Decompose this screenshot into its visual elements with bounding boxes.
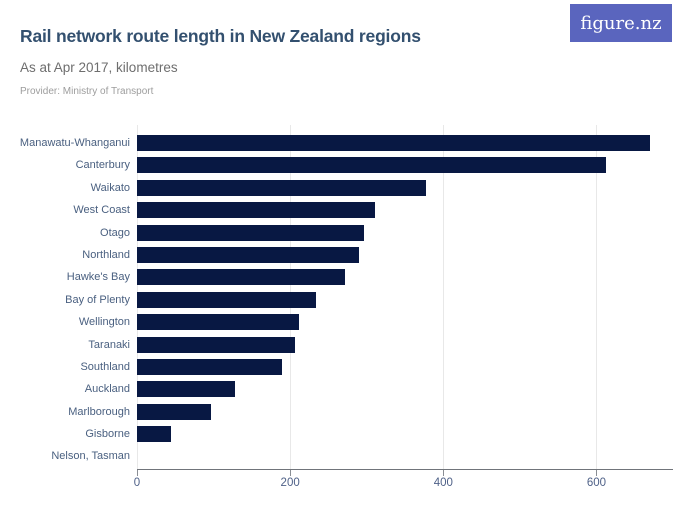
category-label: Manawatu-Whanganui: [19, 137, 130, 149]
category-label: Nelson, Tasman: [51, 450, 130, 463]
bar-canterbury[interactable]: [137, 157, 606, 174]
bar-waikato[interactable]: [137, 179, 426, 196]
gridline: [443, 125, 445, 469]
bar-series: [137, 135, 673, 471]
bar-marlborough[interactable]: [137, 403, 212, 420]
category-label: Northland: [82, 248, 130, 261]
bar-row: [137, 381, 673, 403]
bar-row: [137, 403, 673, 426]
bar-taranaki[interactable]: [137, 336, 295, 353]
bar-row: [137, 179, 673, 202]
bar-row: [137, 202, 673, 224]
category-label: Canterbury: [75, 159, 130, 172]
bar-auckland[interactable]: [137, 381, 235, 398]
x-tick-label: 600: [586, 477, 607, 489]
category-label: Southland: [80, 360, 130, 373]
bar-manawatu-whanganui[interactable]: [137, 135, 651, 151]
bar-row: [137, 246, 673, 269]
x-tick-mark: [443, 470, 445, 476]
page-title: Rail network route length in New Zealand…: [20, 26, 421, 46]
x-tick-mark: [290, 470, 292, 476]
y-axis-labels: Manawatu-Whanganui Canterbury Waikato West …: [0, 135, 130, 471]
bar-row: [137, 314, 673, 336]
bar-row: [137, 426, 673, 448]
bar-bay-of-plenty[interactable]: [137, 291, 317, 308]
category-label: Taranaki: [88, 338, 130, 351]
bar-row: [137, 224, 673, 247]
bar-row: [137, 448, 673, 470]
bar-row: [137, 291, 673, 314]
figure-nz-logo-text: figure.nz: [580, 12, 662, 34]
category-label: Gisborne: [85, 428, 130, 441]
category-label: West Coast: [73, 204, 130, 217]
category-label: Marlborough: [68, 405, 130, 418]
x-tick-label: 200: [280, 477, 300, 489]
x-tick-mark: [137, 470, 138, 476]
x-tick-mark: [596, 470, 598, 476]
category-label: Otago: [100, 226, 130, 239]
x-tick-label: 0: [133, 477, 141, 489]
x-tick-label: 400: [433, 477, 453, 489]
category-label: Wellington: [78, 316, 130, 329]
bar-northland[interactable]: [137, 246, 360, 263]
bar-row: [137, 269, 673, 291]
bar-southland[interactable]: [137, 358, 283, 375]
plot-area: [137, 125, 673, 470]
category-label: Auckland: [84, 383, 130, 396]
category-label: Waikato: [90, 181, 130, 194]
bar-gisborne[interactable]: [137, 426, 171, 443]
figure-nz-logo[interactable]: figure.nz: [570, 4, 672, 42]
chart-subtitle: As at Apr 2017, kilometres: [20, 60, 178, 75]
bar-wellington[interactable]: [137, 314, 300, 331]
bar-otago[interactable]: [137, 224, 364, 241]
gridline: [596, 125, 598, 469]
bar-row: [137, 157, 673, 179]
bar-row: [137, 358, 673, 381]
category-label: Hawke's Bay: [66, 271, 130, 284]
bar-row: [137, 336, 673, 359]
bar-west-coast[interactable]: [137, 202, 376, 219]
category-label: Bay of Plenty: [65, 293, 130, 306]
bar-hawke-s-bay[interactable]: [137, 269, 346, 286]
bar-row: [137, 135, 673, 157]
provider-label: Provider: Ministry of Transport: [20, 86, 154, 97]
